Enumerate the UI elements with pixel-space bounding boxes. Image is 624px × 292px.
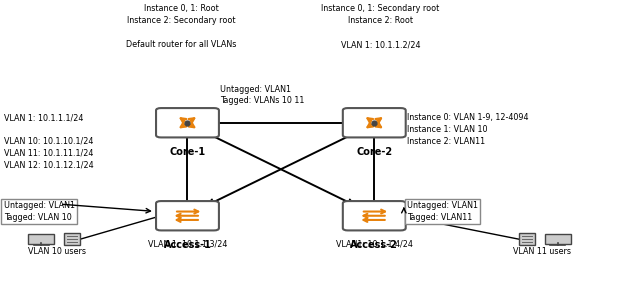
Text: Instance 0: VLAN 1-9, 12-4094
Instance 1: VLAN 10
Instance 2: VLAN11: Instance 0: VLAN 1-9, 12-4094 Instance 1…: [407, 113, 529, 146]
Text: Core-1: Core-1: [169, 147, 205, 157]
FancyBboxPatch shape: [28, 234, 54, 244]
Text: VLAN 11 users: VLAN 11 users: [514, 247, 572, 256]
Text: VLAN 1: 10.1.1.1/24

VLAN 10: 10.1.10.1/24
VLAN 11: 10.1.11.1/24
VLAN 12: 10.1.1: VLAN 1: 10.1.1.1/24 VLAN 10: 10.1.10.1/2…: [4, 113, 94, 170]
FancyBboxPatch shape: [545, 234, 571, 244]
Text: VLAN1: 10.1.1.4/24: VLAN1: 10.1.1.4/24: [336, 240, 412, 249]
FancyBboxPatch shape: [156, 108, 219, 138]
FancyBboxPatch shape: [156, 201, 219, 230]
Text: VLAN 10 users: VLAN 10 users: [27, 247, 85, 256]
Text: Untagged: VLAN1
Tagged: VLANs 10 11: Untagged: VLAN1 Tagged: VLANs 10 11: [220, 84, 305, 105]
Text: Access-2: Access-2: [350, 240, 398, 250]
Text: Access-1: Access-1: [163, 240, 212, 250]
FancyBboxPatch shape: [343, 108, 406, 138]
Text: Instance 0, 1: Secondary root
Instance 2: Root

VLAN 1: 10.1.1.2/24: Instance 0, 1: Secondary root Instance 2…: [321, 4, 440, 49]
FancyBboxPatch shape: [64, 233, 80, 245]
Text: Untagged: VLAN1
Tagged: VLAN11: Untagged: VLAN1 Tagged: VLAN11: [407, 201, 478, 222]
Text: Core-2: Core-2: [356, 147, 392, 157]
FancyBboxPatch shape: [519, 233, 535, 245]
FancyBboxPatch shape: [343, 201, 406, 230]
Text: Untagged: VLAN1
Tagged: VLAN 10: Untagged: VLAN1 Tagged: VLAN 10: [4, 201, 75, 222]
Text: VLAN 1: 10.1.1.3/24: VLAN 1: 10.1.1.3/24: [148, 240, 227, 249]
Text: Instance 0, 1: Root
Instance 2: Secondary root

Default router for all VLANs: Instance 0, 1: Root Instance 2: Secondar…: [126, 4, 236, 49]
